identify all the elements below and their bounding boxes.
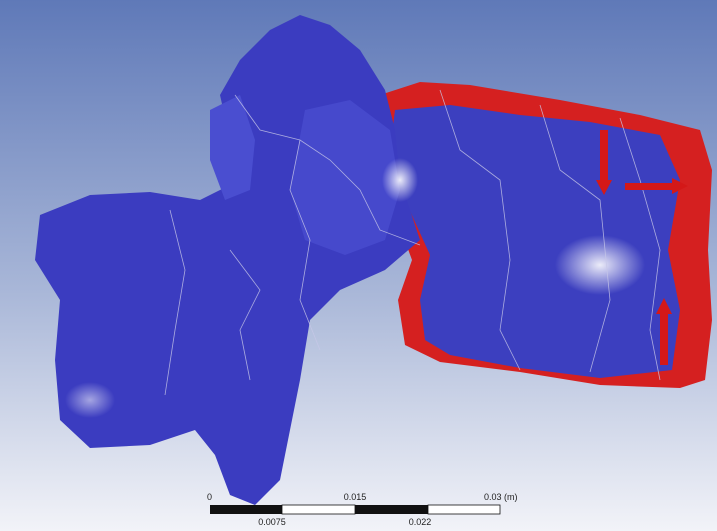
scale-label: 0.022: [409, 517, 432, 527]
scale-label: 0.015: [344, 492, 367, 502]
scale-segment: [355, 505, 428, 514]
scale-label: 0.03 (m): [484, 492, 518, 502]
viewport: 0 0.015 0.03 (m) 0.0075 0.022: [0, 0, 717, 531]
scale-label: 0: [207, 492, 212, 502]
bone-body: [390, 105, 680, 378]
highlight: [65, 382, 115, 418]
scale-label: 0.0075: [258, 517, 286, 527]
scale-segment: [282, 505, 355, 514]
highlight: [382, 158, 418, 202]
scale-segment: [428, 505, 500, 514]
highlight: [555, 235, 645, 295]
scale-segment: [210, 505, 282, 514]
